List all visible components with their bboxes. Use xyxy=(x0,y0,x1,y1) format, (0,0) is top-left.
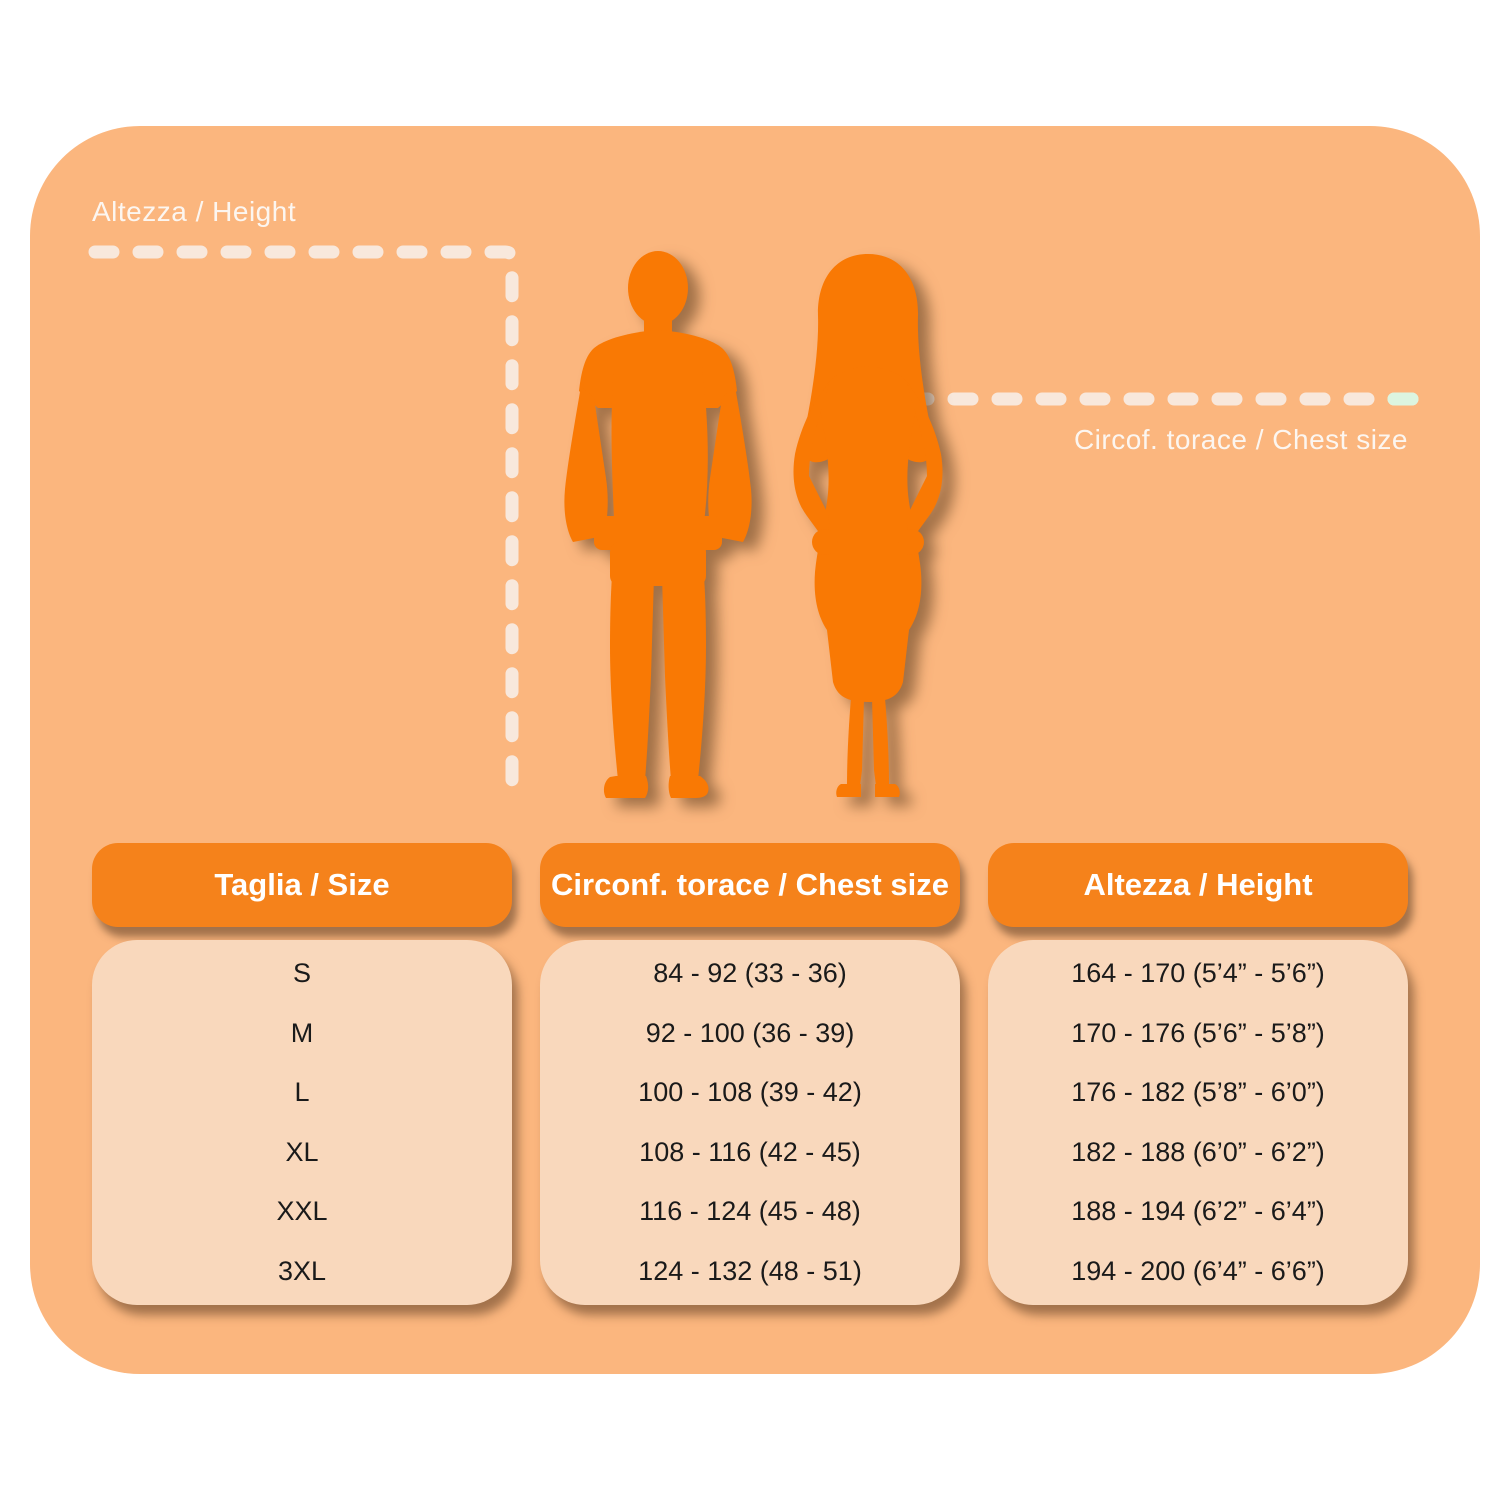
height-cell: 176 - 182 (5’8” - 6’0”) xyxy=(1071,1077,1325,1108)
size-cell: S xyxy=(292,958,311,989)
size-cell: XL xyxy=(285,1136,319,1167)
size-cell: M xyxy=(290,1017,314,1048)
height-cell: 194 - 200 (6’4” - 6’6”) xyxy=(1071,1255,1325,1286)
chest-cell: 84 - 92 (33 - 36) xyxy=(653,958,847,989)
column-header-chest: Circonf. torace / Chest size xyxy=(540,843,960,927)
woman-torso-dress xyxy=(814,366,922,702)
height-measure-label: Altezza / Height xyxy=(92,196,297,227)
chest-cell: 124 - 132 (48 - 51) xyxy=(638,1255,862,1286)
size-cell: XXL xyxy=(276,1196,328,1227)
size-cell: 3XL xyxy=(277,1255,327,1286)
woman-silhouette-icon xyxy=(793,254,943,797)
man-head xyxy=(628,251,688,325)
man-silhouette-icon xyxy=(564,251,752,798)
man-torso xyxy=(611,366,708,556)
chest-cell: 116 - 124 (45 - 48) xyxy=(639,1196,861,1227)
chest-column-card: 84 - 92 (33 - 36) 92 - 100 (36 - 39) 100… xyxy=(540,940,960,1305)
chest-cell: 100 - 108 (39 - 42) xyxy=(638,1077,862,1108)
chest-cell: 108 - 116 (42 - 45) xyxy=(639,1136,861,1167)
column-header-height: Altezza / Height xyxy=(988,843,1408,927)
chest-cell: 92 - 100 (36 - 39) xyxy=(645,1017,855,1048)
size-cell: L xyxy=(294,1077,310,1108)
height-cell: 170 - 176 (5’6” - 5’8”) xyxy=(1071,1017,1325,1048)
column-header-size: Taglia / Size xyxy=(92,843,512,927)
height-cell: 182 - 188 (6’0” - 6’2”) xyxy=(1071,1136,1325,1167)
chest-measure-label: Circof. torace / Chest size xyxy=(1073,424,1408,455)
height-cell: 188 - 194 (6’2” - 6’4”) xyxy=(1071,1196,1325,1227)
height-column-card: 164 - 170 (5’4” - 5’6”) 170 - 176 (5’6” … xyxy=(988,940,1408,1305)
size-column-card: S M L XL XXL 3XL xyxy=(92,940,512,1305)
height-cell: 164 - 170 (5’4” - 5’6”) xyxy=(1071,958,1325,989)
